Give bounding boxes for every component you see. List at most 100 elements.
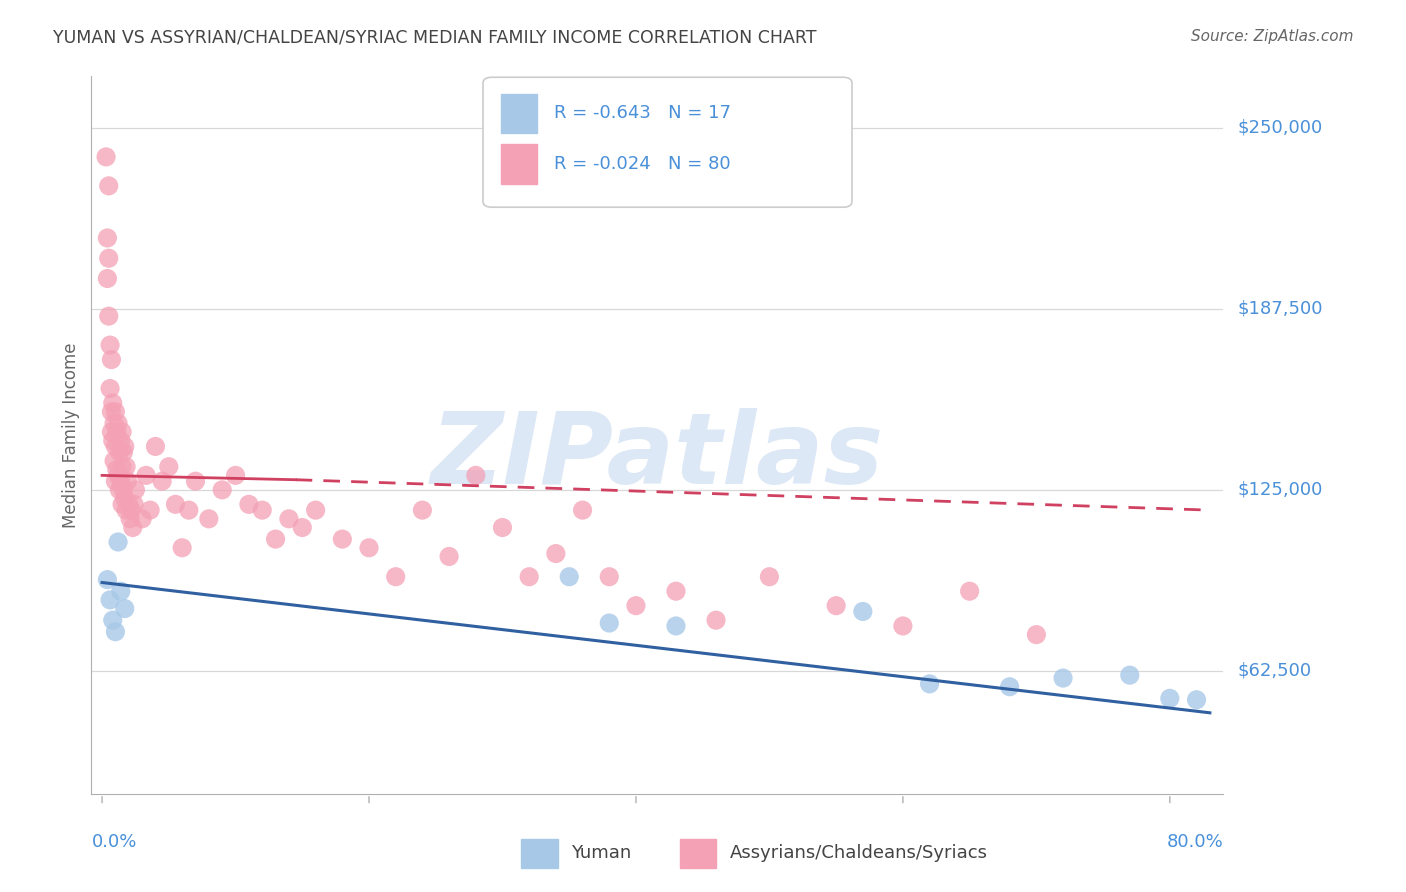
- Point: [112, 483, 135, 497]
- Point: [437, 549, 460, 564]
- Point: [411, 503, 433, 517]
- Point: [104, 405, 127, 419]
- Point: [97, 178, 120, 193]
- Point: [704, 613, 727, 627]
- Point: [98, 338, 121, 352]
- Bar: [681, 839, 716, 868]
- Point: [108, 483, 131, 497]
- Point: [891, 619, 914, 633]
- Point: [131, 512, 153, 526]
- Text: YUMAN VS ASSYRIAN/CHALDEAN/SYRIAC MEDIAN FAMILY INCOME CORRELATION CHART: YUMAN VS ASSYRIAN/CHALDEAN/SYRIAC MEDIAN…: [53, 29, 817, 46]
- Text: $250,000: $250,000: [1237, 119, 1323, 137]
- Point: [108, 445, 131, 459]
- Point: [157, 459, 180, 474]
- Text: ZIPatlas: ZIPatlas: [430, 408, 884, 505]
- Point: [330, 532, 353, 546]
- Point: [124, 483, 146, 497]
- Point: [1159, 691, 1181, 706]
- Point: [117, 474, 139, 488]
- Point: [135, 468, 157, 483]
- Point: [558, 570, 581, 584]
- Point: [114, 491, 136, 506]
- Text: Yuman: Yuman: [571, 845, 631, 863]
- Point: [110, 474, 132, 488]
- Point: [177, 503, 200, 517]
- Point: [100, 352, 122, 367]
- Point: [121, 520, 143, 534]
- Point: [105, 462, 128, 476]
- Point: [571, 503, 593, 517]
- Point: [107, 468, 129, 483]
- Point: [959, 584, 981, 599]
- Point: [110, 584, 132, 599]
- Point: [517, 570, 540, 584]
- Text: 80.0%: 80.0%: [1167, 833, 1223, 851]
- Text: $125,000: $125,000: [1237, 481, 1323, 499]
- Point: [277, 512, 299, 526]
- Point: [107, 535, 129, 549]
- Point: [598, 615, 620, 630]
- Point: [111, 497, 134, 511]
- Point: [98, 593, 121, 607]
- Point: [114, 601, 136, 615]
- Bar: [501, 94, 537, 133]
- Point: [122, 497, 145, 511]
- Point: [111, 425, 134, 439]
- Text: 0.0%: 0.0%: [91, 833, 136, 851]
- Point: [1025, 627, 1047, 641]
- Point: [184, 474, 207, 488]
- Point: [97, 309, 120, 323]
- Bar: [522, 839, 558, 868]
- Point: [252, 503, 274, 517]
- Text: $187,500: $187,500: [1237, 300, 1323, 318]
- Point: [118, 497, 141, 511]
- Point: [624, 599, 647, 613]
- Point: [491, 520, 513, 534]
- Point: [98, 382, 121, 396]
- Point: [107, 417, 129, 431]
- Point: [1052, 671, 1074, 685]
- FancyBboxPatch shape: [484, 78, 852, 207]
- Point: [100, 405, 122, 419]
- Point: [384, 570, 406, 584]
- Point: [105, 425, 128, 439]
- Point: [96, 573, 118, 587]
- Text: $62,500: $62,500: [1237, 662, 1312, 680]
- Text: Assyrians/Chaldeans/Syriacs: Assyrians/Chaldeans/Syriacs: [730, 845, 988, 863]
- Point: [758, 570, 780, 584]
- Point: [264, 532, 287, 546]
- Point: [291, 520, 314, 534]
- Point: [96, 231, 118, 245]
- Point: [120, 503, 142, 517]
- Point: [115, 503, 138, 517]
- Point: [145, 439, 167, 453]
- Bar: [501, 144, 537, 184]
- Point: [97, 251, 120, 265]
- Point: [101, 396, 124, 410]
- Point: [464, 468, 486, 483]
- Text: R = -0.643   N = 17: R = -0.643 N = 17: [554, 104, 731, 122]
- Point: [150, 474, 173, 488]
- Point: [112, 445, 135, 459]
- Point: [111, 459, 134, 474]
- Point: [665, 619, 688, 633]
- Point: [544, 547, 567, 561]
- Point: [101, 434, 124, 448]
- Point: [103, 417, 125, 431]
- Point: [115, 459, 138, 474]
- Point: [104, 439, 127, 453]
- Point: [104, 474, 127, 488]
- Point: [101, 613, 124, 627]
- Point: [165, 497, 187, 511]
- Text: R = -0.024   N = 80: R = -0.024 N = 80: [554, 155, 731, 173]
- Point: [120, 512, 142, 526]
- Point: [304, 503, 326, 517]
- Point: [110, 434, 132, 448]
- Point: [825, 599, 848, 613]
- Point: [225, 468, 247, 483]
- Point: [100, 425, 122, 439]
- Point: [852, 605, 875, 619]
- Point: [104, 624, 127, 639]
- Y-axis label: Median Family Income: Median Family Income: [62, 343, 80, 527]
- Point: [96, 271, 118, 285]
